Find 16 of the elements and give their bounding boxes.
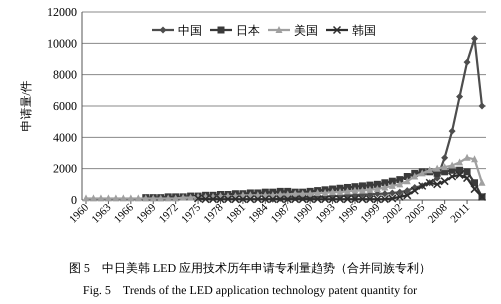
y-tick-label: 2000 (53, 162, 77, 176)
y-tick-label: 12000 (47, 5, 77, 19)
y-tick-label: 4000 (53, 130, 77, 144)
legend-label: 日本 (236, 24, 260, 38)
legend-label: 中国 (178, 24, 202, 38)
legend-label: 韩国 (352, 24, 376, 38)
y-tick-label: 0 (71, 193, 77, 207)
y-tick-label: 10000 (47, 36, 77, 50)
x-tick-label: 2011 (448, 202, 472, 226)
legend-label: 美国 (294, 24, 318, 38)
y-tick-label: 6000 (53, 99, 77, 113)
y-axis-title: 申请量/件 (19, 80, 33, 132)
y-tick-label: 8000 (53, 68, 77, 82)
x-tick-label: 1981 (224, 202, 248, 226)
text: Fig. 5 Trends of the LED application technology patent quantity for (82, 283, 418, 297)
text: 图 5 中日美韩 LED 应用技术历年申请专利量趋势（合并同族专利） (68, 261, 432, 275)
